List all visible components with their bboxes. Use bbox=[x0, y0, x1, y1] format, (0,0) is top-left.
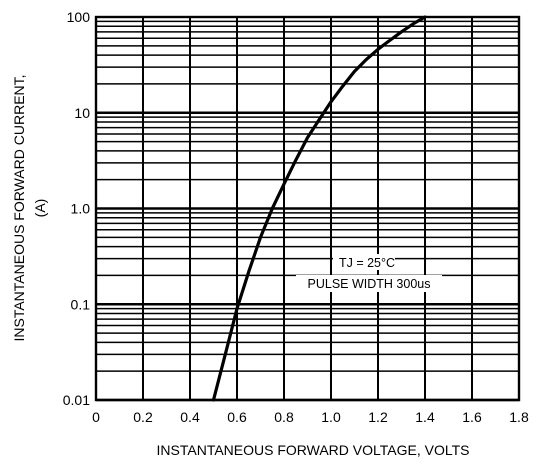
annotation-1-bg bbox=[333, 254, 395, 270]
annotation-2-bg bbox=[296, 275, 442, 292]
y-axis-unit: (A) bbox=[32, 199, 48, 218]
y-axis-title: INSTANTANEOUS FORWARD CURRENT, bbox=[11, 74, 27, 341]
annotation-layer: TJ = 25°C PULSE WIDTH 300us bbox=[296, 254, 442, 292]
y-tick-label-0: 0.01 bbox=[63, 392, 90, 408]
y-axis-title-line1: INSTANTANEOUS FORWARD CURRENT, bbox=[11, 74, 27, 341]
y-tick-label-3: 10 bbox=[74, 105, 90, 121]
x-tick-label-0: 0 bbox=[92, 409, 100, 425]
x-tick-label-8: 1.6 bbox=[462, 409, 482, 425]
x-tick-label-2: 0.4 bbox=[180, 409, 200, 425]
y-tick-label-4: 100 bbox=[67, 9, 91, 25]
y-tick-label-1: 0.1 bbox=[71, 296, 91, 312]
grid-layer bbox=[94, 15, 521, 402]
x-tick-label-1: 0.2 bbox=[133, 409, 153, 425]
x-tick-label-3: 0.6 bbox=[227, 409, 247, 425]
x-axis-title: INSTANTANEOUS FORWARD VOLTAGE, VOLTS bbox=[157, 442, 470, 458]
x-tick-label-5: 1.0 bbox=[321, 409, 341, 425]
x-tick-label-4: 0.8 bbox=[274, 409, 294, 425]
series-curve-0 bbox=[211, 15, 427, 402]
y-tick-label-2: 1.0 bbox=[71, 201, 91, 217]
series-layer bbox=[211, 15, 427, 402]
x-tick-label-7: 1.4 bbox=[415, 409, 435, 425]
y-axis-title-line2: (A) bbox=[32, 199, 48, 218]
x-tick-label-6: 1.2 bbox=[368, 409, 388, 425]
annotation-pulse-width: PULSE WIDTH 300us bbox=[308, 277, 431, 291]
x-tick-label-9: 1.8 bbox=[509, 409, 529, 425]
annotation-tj: TJ = 25°C bbox=[339, 256, 395, 270]
tick-label-layer: 0 0.2 0.4 0.6 0.8 1.0 1.2 1.4 1.6 1.8 0.01 0.1 1.0 10… bbox=[63, 9, 529, 425]
plot-frame bbox=[94, 15, 521, 402]
